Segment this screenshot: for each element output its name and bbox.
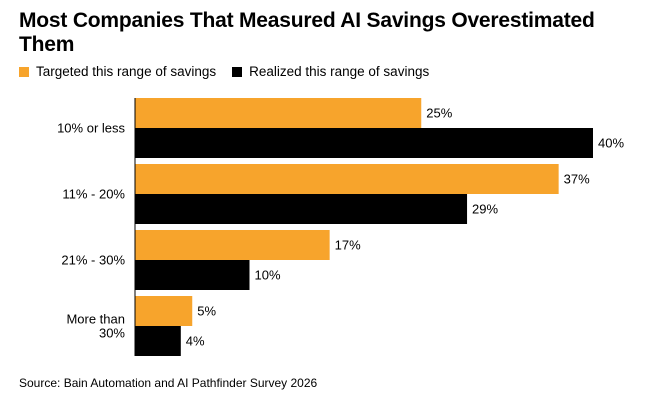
chart-title: Most Companies That Measured AI Savings … [19,9,595,56]
source-note: Source: Bain Automation and AI Pathfinde… [19,376,318,390]
value-label-targeted: 37% [564,172,590,187]
legend-item-realized: Realized this range of savings [232,64,429,79]
bar-realized [135,326,181,356]
value-label-realized: 29% [472,202,498,217]
category-label: 30% [99,326,125,341]
legend-swatch-realized [232,66,243,77]
bar-realized [135,260,250,290]
bar-targeted [135,230,330,260]
category-label: 11% - 20% [62,187,125,202]
bar-realized [135,128,593,158]
value-label-realized: 10% [255,268,281,283]
bar-targeted [135,98,422,128]
legend-label-targeted: Targeted this range of savings [36,64,217,79]
value-label-realized: 40% [598,136,624,151]
legend-item-targeted: Targeted this range of savings [19,64,216,79]
category-label: 10% or less [57,121,125,136]
bar-targeted [135,296,193,326]
legend: Targeted this range of savings Realized … [19,64,445,79]
value-label-targeted: 25% [426,106,452,121]
value-label-targeted: 5% [197,304,216,319]
bar-realized [135,194,468,224]
value-label-targeted: 17% [335,238,361,253]
legend-label-realized: Realized this range of savings [249,64,430,79]
bar-targeted [135,164,559,194]
category-label: 21% - 30% [61,253,125,268]
legend-swatch-targeted [19,66,29,77]
value-label-realized: 4% [186,334,205,349]
category-label: More than [66,312,125,327]
